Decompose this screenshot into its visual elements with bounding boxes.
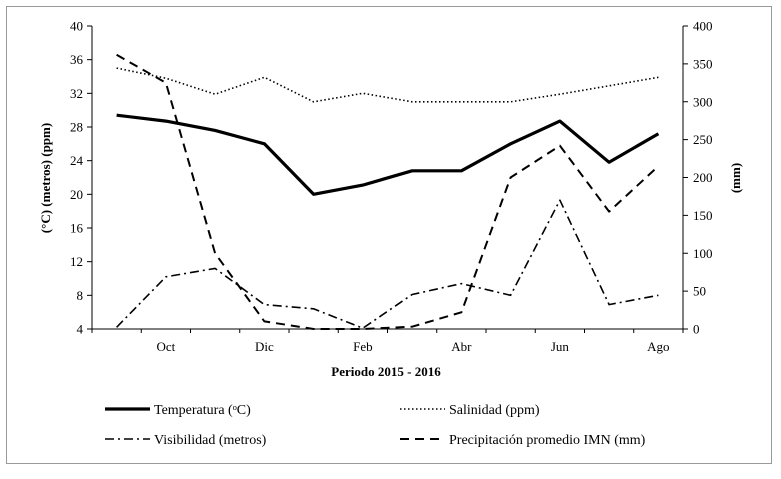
y-tick-label-left: 20 (70, 187, 83, 202)
legend-label-3: Visibilidad (metros) (154, 433, 267, 448)
legend-label-1: Temperatura (ᵒC) (154, 403, 251, 418)
y-axis-label-left: (°C) (metros) (ppm) (38, 123, 53, 233)
y-tick-label-right: 200 (693, 170, 713, 185)
legend: Temperatura (ᵒC) Salinidad (ppm) Visibilid… (105, 403, 646, 448)
y-tick-label-right: 150 (693, 208, 713, 223)
y-tick-label-left: 4 (77, 322, 84, 337)
y-axis-label-right: (mm) (728, 163, 743, 193)
y-tick-label-right: 400 (693, 19, 713, 34)
x-tick-label: Abr (451, 339, 472, 354)
y-tick-label-right: 350 (693, 56, 713, 71)
right-tick-labels: 0 50 100 150 200 250 300 350 400 (693, 19, 713, 337)
x-axis-label: Periodo 2015 - 2016 (331, 364, 441, 379)
x-tick-labels: Oct Dic Feb Abr Jun Ago (156, 339, 669, 354)
axes (87, 25, 688, 333)
x-tick-label: Feb (353, 339, 373, 354)
y-tick-label-right: 300 (693, 94, 713, 109)
y-tick-label-left: 36 (70, 52, 84, 67)
series-line-4 (116, 53, 660, 330)
y-tick-label-left: 12 (70, 254, 83, 269)
x-tick-label: Oct (156, 339, 175, 354)
series-line-3 (116, 199, 659, 330)
x-tick-label: Jun (551, 339, 570, 354)
y-tick-label-left: 32 (70, 86, 83, 101)
plot-lines (116, 53, 660, 330)
y-tick-label-left: 8 (77, 288, 84, 303)
y-tick-label-left: 28 (70, 120, 83, 135)
chart-frame (6, 6, 772, 464)
y-tick-label-right: 50 (693, 284, 706, 299)
y-tick-label-left: 16 (70, 221, 84, 236)
x-tick-label: Dic (255, 339, 274, 354)
y-tick-label-right: 250 (693, 132, 713, 147)
legend-label-4: Precipitación promedio IMN (mm) (449, 433, 646, 448)
series-line-1 (116, 113, 660, 196)
series-line-2 (116, 67, 659, 103)
left-tick-labels: 4 8 12 16 20 24 28 32 36 40 (70, 19, 84, 337)
x-tick-label: Ago (647, 339, 669, 354)
y-tick-label-left: 40 (70, 19, 83, 34)
y-tick-label-left: 24 (70, 153, 84, 168)
y-tick-label-right: 100 (693, 246, 713, 261)
legend-label-2: Salinidad (ppm) (449, 403, 540, 418)
y-tick-label-right: 0 (693, 322, 700, 337)
